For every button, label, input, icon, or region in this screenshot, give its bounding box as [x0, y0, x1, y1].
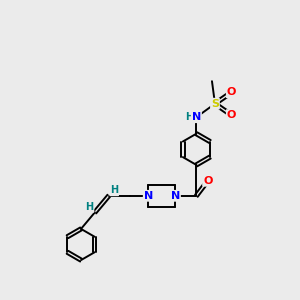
Text: S: S: [211, 99, 219, 109]
Text: N: N: [144, 191, 153, 201]
Text: H: H: [185, 112, 193, 122]
Text: N: N: [192, 112, 201, 122]
Text: N: N: [171, 191, 180, 201]
Text: O: O: [203, 176, 212, 186]
Text: H: H: [85, 202, 94, 212]
Text: O: O: [227, 110, 236, 120]
Text: O: O: [227, 87, 236, 97]
Text: H: H: [110, 185, 118, 195]
